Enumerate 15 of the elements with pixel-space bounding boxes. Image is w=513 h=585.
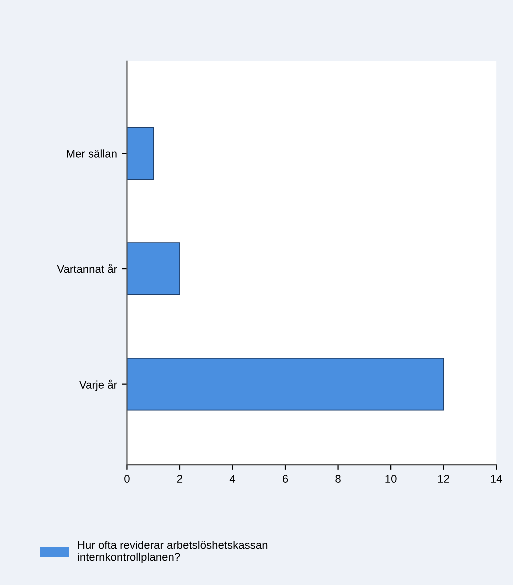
x-tick-label: 8 <box>336 475 341 483</box>
y-tick-label: Vartannat år <box>57 264 118 274</box>
bar <box>127 358 444 411</box>
legend-label: Hur ofta reviderar arbetslöshetskassan internkontrollplanen? <box>78 540 268 564</box>
x-tick-label: 6 <box>282 475 288 483</box>
x-tick-label: 4 <box>230 475 236 483</box>
x-tick-label: 0 <box>124 475 130 483</box>
bar <box>127 242 180 296</box>
bar <box>127 127 154 180</box>
x-tick-label: 14 <box>491 475 502 483</box>
y-tick-label: Mer sällan <box>67 150 117 158</box>
y-tick-label: Varje år <box>79 380 118 392</box>
x-tick-label: 10 <box>386 475 397 483</box>
x-tick-label: 2 <box>177 475 183 483</box>
x-tick-label: 12 <box>438 475 450 483</box>
